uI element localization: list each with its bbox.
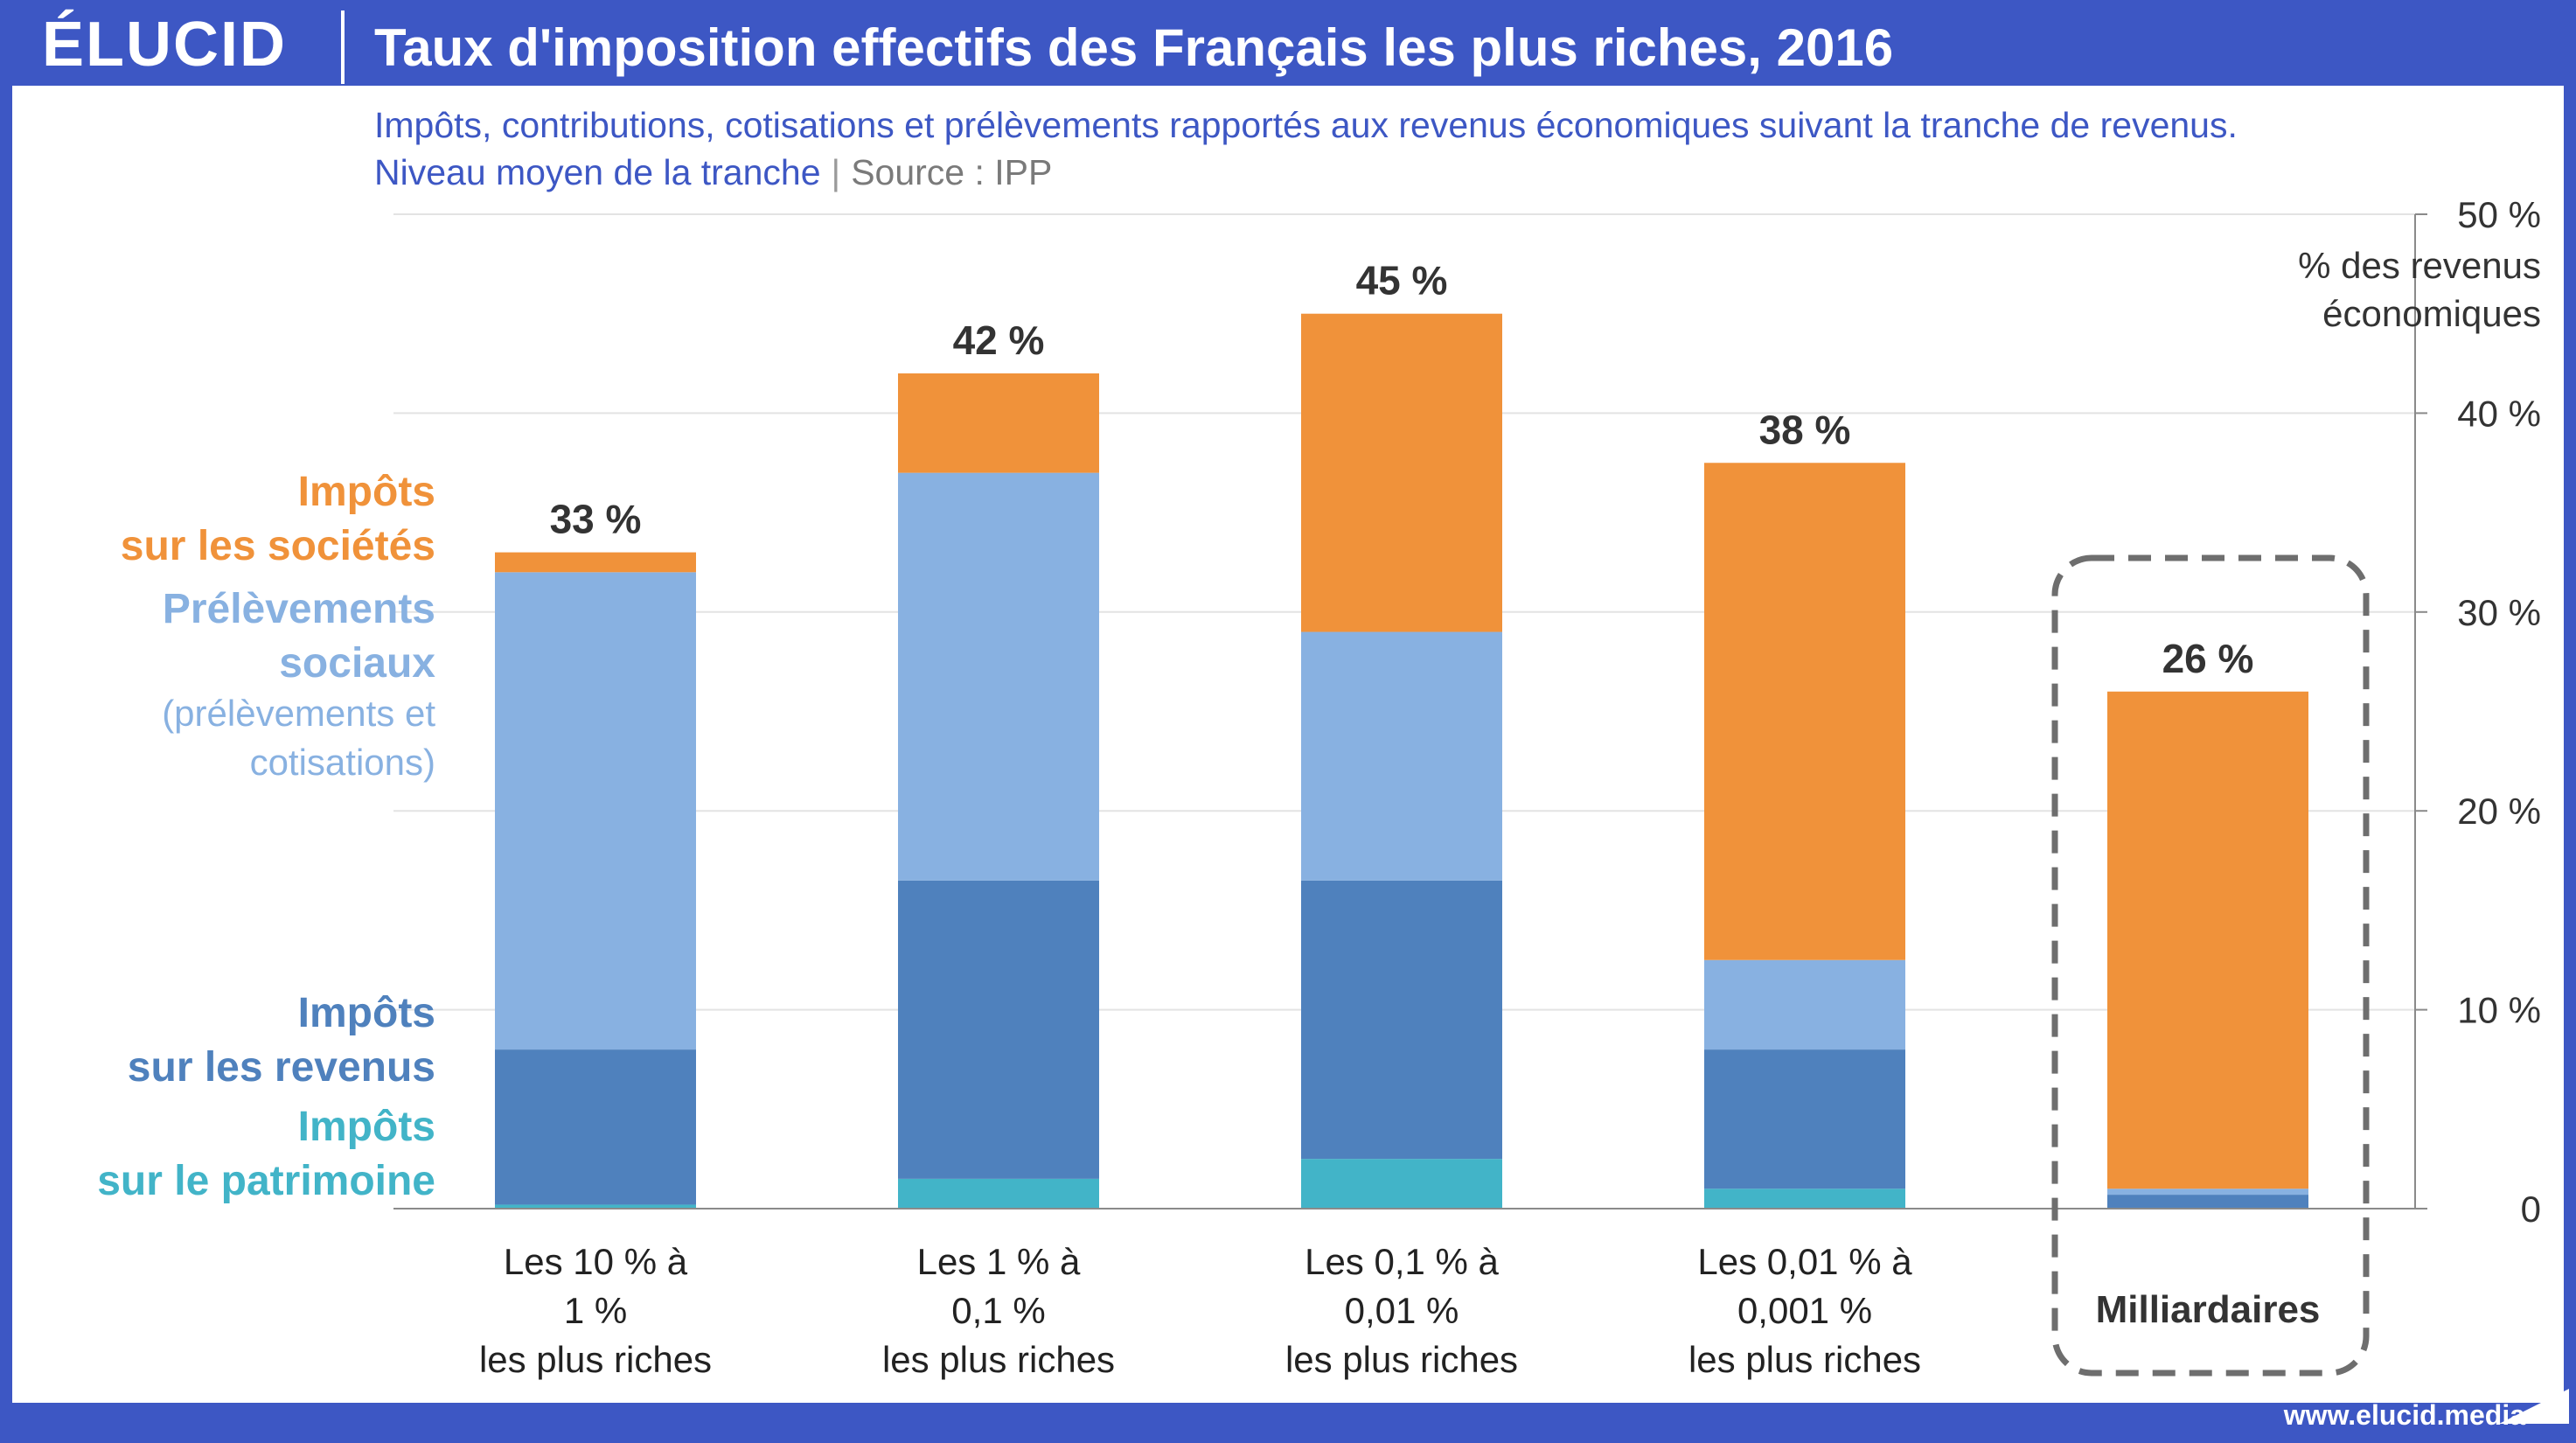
legend-sociaux-note: cotisations) — [250, 742, 435, 783]
brand-mark-icon — [2499, 1389, 2569, 1424]
legend-sociaux: Prélèvements — [163, 586, 435, 632]
header: ÉLUCID Taux d'imposition effectifs des F… — [0, 0, 2576, 86]
bar-segment-patrimoine — [898, 1178, 1099, 1209]
bar-segment-sociaux — [1704, 959, 1905, 1050]
bar-segment-societes — [2107, 691, 2308, 1189]
category-label: Les 1 % à — [917, 1241, 1081, 1282]
chart-title: Taux d'imposition effectifs des Français… — [374, 18, 1894, 77]
bar-segment-sociaux — [898, 472, 1099, 881]
bar-segment-societes — [898, 373, 1099, 473]
bar-segment-patrimoine — [1301, 1159, 1502, 1209]
bar-segment-revenus — [2107, 1195, 2308, 1209]
bar-segment-sociaux — [1301, 631, 1502, 881]
footer-url[interactable]: www.elucid.media — [2283, 1399, 2525, 1431]
category-label: Milliardaires — [2096, 1288, 2321, 1331]
category-label: 0,01 % — [1345, 1290, 1459, 1331]
y-tick-label: 20 % — [2457, 791, 2541, 832]
bar-segment-revenus — [1704, 1049, 1905, 1189]
bar-segment-revenus — [495, 1049, 696, 1205]
category-label: 1 % — [564, 1290, 627, 1331]
subtitle-level: Niveau moyen de la tranche — [374, 152, 821, 192]
category-label: Les 0,1 % à — [1305, 1241, 1499, 1282]
logo: ÉLUCID — [42, 10, 287, 80]
bar-segment-societes — [495, 552, 696, 573]
subtitle-line2: Niveau moyen de la tranche | Source : IPP — [374, 152, 1052, 193]
logo-divider — [341, 10, 345, 84]
legend-sociaux-note: (prélèvements et — [162, 693, 435, 734]
legend-revenus: Impôts — [298, 990, 435, 1036]
category-label: les plus riches — [1688, 1339, 1921, 1380]
category-label: les plus riches — [479, 1339, 712, 1380]
y-axis-label: % des revenus — [2298, 245, 2541, 286]
y-tick-label: 30 % — [2457, 592, 2541, 633]
legend-revenus: sur les revenus — [128, 1044, 435, 1091]
category-label: les plus riches — [1285, 1339, 1518, 1380]
legend-patrimoine: Impôts — [298, 1104, 435, 1150]
bar-total-label: 42 % — [953, 317, 1045, 363]
category-label: 0,001 % — [1737, 1290, 1872, 1331]
legend-societes: sur les sociétés — [121, 523, 435, 569]
bar-segment-revenus — [898, 880, 1099, 1179]
bar-segment-societes — [1301, 313, 1502, 632]
category-label: 0,1 % — [951, 1290, 1045, 1331]
y-tick-label: 50 % — [2457, 194, 2541, 235]
legend-sociaux: sociaux — [279, 640, 435, 687]
highlight-box — [2051, 554, 2370, 1377]
bar-segment-sociaux — [495, 572, 696, 1050]
bar-total-label: 33 % — [550, 497, 642, 542]
subtitle-separator: | — [831, 152, 841, 192]
bar-segment-patrimoine — [495, 1204, 696, 1209]
bar-total-label: 26 % — [2162, 636, 2254, 681]
bar-segment-sociaux — [2107, 1189, 2308, 1196]
category-label: les plus riches — [882, 1339, 1115, 1380]
bar-segment-societes — [1704, 463, 1905, 960]
bar-total-label: 45 % — [1356, 258, 1448, 303]
y-axis-label: économiques — [2322, 293, 2541, 334]
category-label: Les 0,01 % à — [1697, 1241, 1912, 1282]
y-tick-label: 0 — [2521, 1189, 2541, 1230]
legend-societes: Impôts — [298, 469, 435, 515]
y-tick-label: 40 % — [2457, 393, 2541, 434]
bar-total-label: 38 % — [1759, 407, 1851, 452]
source-label: Source : IPP — [851, 152, 1053, 192]
subtitle: Impôts, contributions, cotisations et pr… — [374, 105, 2238, 145]
bar-segment-patrimoine — [1704, 1189, 1905, 1209]
bar-segment-revenus — [1301, 880, 1502, 1160]
y-tick-label: 10 % — [2457, 990, 2541, 1031]
legend-patrimoine: sur le patrimoine — [97, 1158, 435, 1204]
category-label: Les 10 % à — [504, 1241, 688, 1282]
